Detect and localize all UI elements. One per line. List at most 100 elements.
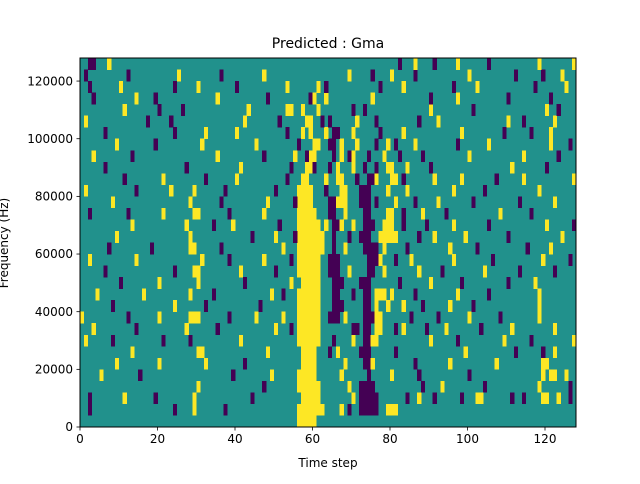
heatmap-cell-positive: [486, 138, 492, 151]
heatmap-cell-positive: [188, 311, 193, 324]
heatmap-cell-positive: [300, 207, 306, 220]
heatmap-cell-positive: [192, 265, 197, 278]
heatmap-cell-negative: [359, 346, 364, 359]
heatmap-cell-negative: [374, 403, 379, 416]
heatmap-cell-positive: [297, 369, 302, 382]
heatmap-cell-positive: [266, 346, 271, 359]
heatmap-cell-negative: [335, 300, 340, 312]
heatmap-cell-positive: [293, 150, 298, 163]
heatmap-cell-positive: [304, 311, 309, 324]
heatmap-cell-positive: [316, 81, 321, 93]
heatmap-cell-negative: [362, 230, 368, 243]
heatmap-cell-positive: [320, 230, 325, 243]
heatmap-cell-negative: [409, 311, 414, 324]
heatmap-cell-negative: [568, 380, 573, 393]
heatmap-cell-negative: [258, 300, 263, 312]
heatmap-cell-positive: [118, 81, 123, 93]
heatmap-cell-negative: [459, 277, 464, 289]
heatmap-cell-positive: [304, 265, 309, 278]
heatmap-cell-positive: [300, 311, 306, 324]
heatmap-cell-positive: [316, 334, 321, 347]
heatmap-cell-positive: [231, 219, 236, 232]
heatmap-cell-positive: [192, 184, 197, 197]
heatmap-cell-positive: [335, 173, 340, 186]
heatmap-cell-negative: [366, 380, 371, 393]
heatmap-cell-positive: [204, 127, 209, 139]
heatmap-cell-negative: [138, 369, 143, 382]
heatmap-cell-negative: [87, 403, 92, 416]
heatmap-cell-negative: [506, 92, 511, 105]
heatmap-cell-positive: [134, 92, 139, 105]
heatmap-cell-positive: [552, 323, 557, 335]
heatmap-cell-positive: [444, 323, 449, 335]
heatmap-cell-negative: [235, 81, 240, 93]
heatmap-cell-positive: [300, 357, 306, 370]
heatmap-cell-negative: [362, 300, 368, 312]
heatmap-cell-positive: [475, 81, 480, 93]
heatmap-cell-positive: [382, 219, 387, 232]
heatmap-cell-positive: [204, 357, 209, 370]
heatmap-cell-negative: [324, 81, 329, 93]
heatmap-cell-negative: [285, 173, 290, 186]
heatmap-cell-negative: [91, 92, 96, 105]
heatmap-cell-positive: [401, 81, 406, 93]
heatmap-cell-negative: [486, 219, 492, 232]
heatmap-cell-positive: [269, 369, 275, 382]
heatmap-cell-negative: [328, 196, 333, 209]
heatmap-cell-negative: [378, 127, 383, 139]
heatmap-cell-positive: [238, 265, 244, 278]
heatmap-cell-positive: [308, 184, 313, 197]
heatmap-cell-negative: [289, 254, 294, 266]
heatmap-cell-negative: [366, 150, 371, 163]
heatmap-cell-positive: [273, 230, 278, 243]
heatmap-cell-negative: [157, 104, 162, 116]
heatmap-cell-negative: [173, 265, 178, 278]
heatmap-cell-positive: [304, 357, 309, 370]
heatmap-cell-positive: [455, 92, 461, 105]
heatmap-cell-positive: [428, 334, 433, 347]
heatmap-cell-negative: [355, 173, 360, 186]
heatmap-cell-negative: [362, 104, 368, 116]
heatmap-cell-negative: [529, 334, 534, 347]
heatmap-cell-positive: [541, 392, 546, 405]
heatmap-cell-negative: [417, 230, 422, 243]
heatmap-cell-positive: [316, 380, 321, 393]
y-tick-label: 80000: [35, 190, 73, 204]
heatmap-cell-positive: [552, 369, 557, 382]
x-tick-label: 20: [150, 432, 165, 446]
heatmap-cell-positive: [196, 311, 201, 324]
heatmap-cell-negative: [370, 219, 375, 232]
heatmap-cell-negative: [568, 392, 573, 405]
heatmap-cell-positive: [297, 380, 302, 393]
heatmap-cell-negative: [215, 323, 220, 335]
heatmap-cell-negative: [568, 138, 573, 151]
heatmap-cell-negative: [242, 357, 247, 370]
heatmap-cell-positive: [281, 311, 286, 324]
heatmap-cell-positive: [114, 138, 120, 151]
heatmap-cell-positive: [266, 196, 271, 209]
heatmap-cell-positive: [428, 277, 433, 289]
heatmap-cell-positive: [312, 380, 317, 393]
plot-frame: [79, 57, 577, 428]
heatmap-cell-negative: [572, 219, 577, 232]
heatmap-cell-negative: [366, 346, 371, 359]
heatmap-cell-positive: [390, 173, 395, 186]
heatmap-cell-negative: [103, 127, 108, 139]
heatmap-cell-negative: [428, 92, 433, 105]
heatmap-cell-negative: [483, 380, 488, 393]
heatmap-cell-positive: [308, 300, 313, 312]
heatmap-cell-positive: [560, 69, 565, 82]
heatmap-cell-positive: [215, 150, 220, 163]
heatmap-cell-negative: [351, 104, 356, 116]
heatmap-cell-negative: [219, 69, 224, 82]
heatmap-cell-positive: [552, 346, 557, 359]
heatmap-cell-negative: [517, 265, 523, 278]
heatmap-cell-positive: [548, 138, 554, 151]
heatmap-cell-positive: [304, 415, 309, 428]
heatmap-cell-negative: [87, 392, 92, 405]
heatmap-cell-positive: [308, 207, 313, 220]
heatmap-cell-positive: [300, 230, 306, 243]
heatmap-cell-negative: [393, 254, 399, 266]
heatmap-cell-negative: [362, 219, 368, 232]
heatmap-cell-negative: [397, 277, 402, 289]
